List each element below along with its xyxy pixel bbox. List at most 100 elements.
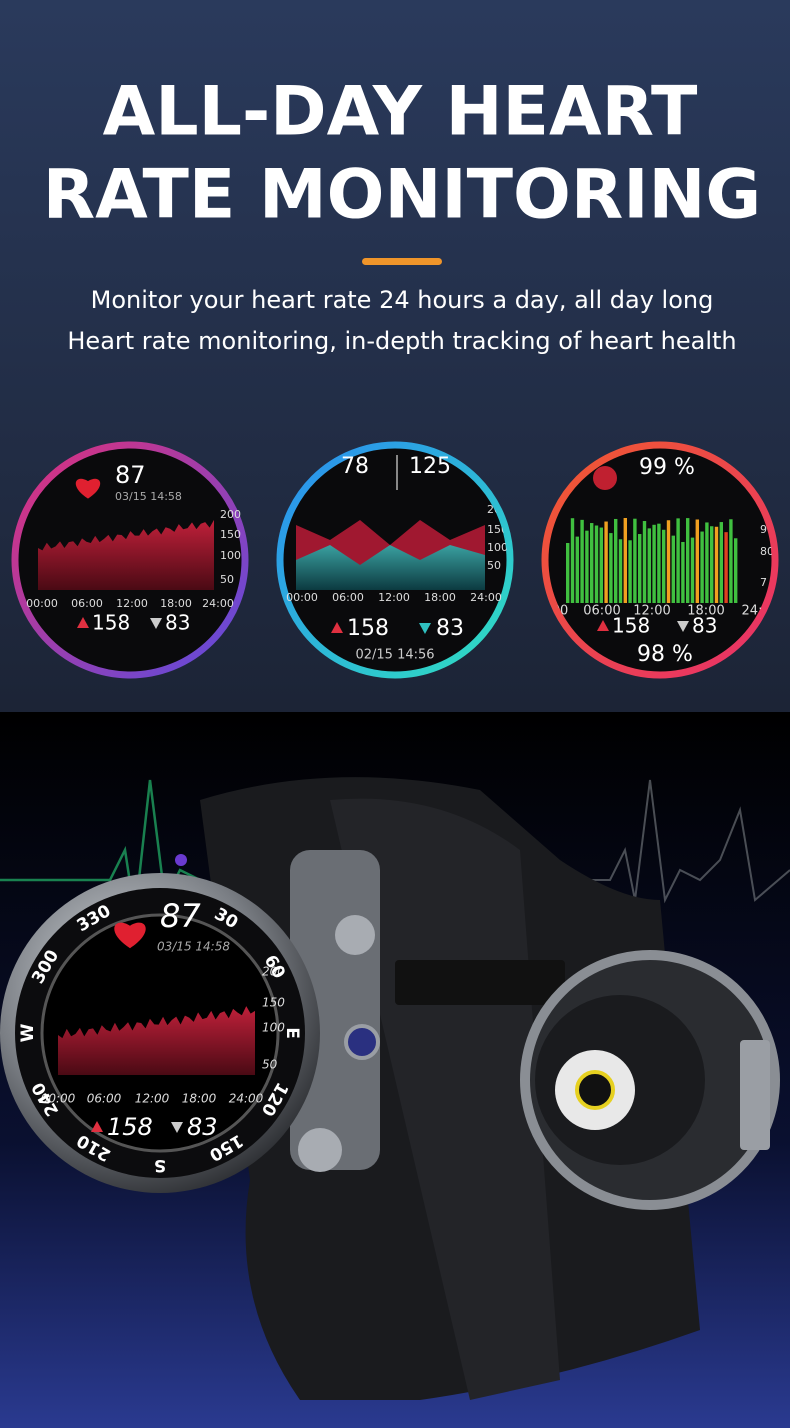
face — [296, 520, 485, 590]
bar-decor — [695, 519, 699, 603]
label: 100 — [262, 1021, 285, 1035]
label: 158 — [612, 614, 650, 638]
label: 87 — [115, 461, 146, 489]
accent-bar — [362, 258, 442, 265]
bar-decor — [714, 526, 719, 603]
subtitle: Heart rate monitoring, in-depth tracking… — [67, 327, 736, 355]
label: 12:00 — [378, 591, 410, 604]
bar-decor — [662, 529, 666, 603]
crown — [298, 1128, 342, 1172]
label: 87 — [160, 897, 201, 935]
label: 98 % — [637, 642, 693, 667]
camera — [344, 1024, 380, 1060]
bar-decor — [628, 540, 632, 603]
title: ALL-DAY HEART — [103, 73, 698, 152]
arrow-icon — [91, 1121, 103, 1132]
label: 9 — [760, 523, 767, 536]
bar-decor — [618, 539, 623, 603]
label: 24: — [742, 604, 763, 619]
label: 02/15 14:56 — [355, 648, 434, 663]
bar-decor — [604, 521, 608, 603]
bar-decor — [719, 522, 723, 603]
screen-content — [58, 1006, 255, 1075]
face — [38, 519, 214, 590]
ecg-line — [560, 779, 790, 904]
label: 78 — [341, 454, 369, 479]
label: 00:00 — [41, 1092, 76, 1106]
bar-decor — [676, 518, 680, 603]
label: 100 — [487, 541, 508, 554]
label: 12:00 — [633, 604, 670, 619]
bar-decor — [705, 522, 709, 603]
label: 50 — [487, 559, 501, 572]
bar-decor — [575, 536, 579, 603]
label: 00:00 — [26, 597, 58, 610]
arrow-icon — [677, 621, 689, 632]
label: 100 — [220, 549, 241, 562]
label: 03/15 14:58 — [157, 940, 230, 954]
bar-decor — [681, 541, 685, 603]
label: S — [154, 1155, 166, 1175]
label: 7 — [760, 576, 767, 589]
bar-decor — [638, 534, 642, 603]
bar-decor — [690, 537, 695, 603]
bar-decor — [710, 526, 714, 603]
face — [566, 518, 738, 603]
bar-decor — [652, 524, 656, 603]
strap-loop — [395, 960, 565, 1005]
bar-decor — [614, 518, 618, 603]
label: 158 — [107, 1113, 153, 1141]
label: 18:00 — [182, 1092, 217, 1106]
label: 158 — [347, 616, 389, 641]
label: 18:00 — [687, 604, 724, 619]
label: 03/15 14:58 — [115, 490, 182, 503]
chart-area — [58, 1006, 255, 1075]
bar-decor — [657, 523, 661, 603]
title: RATE MONITORING — [43, 156, 761, 235]
bar-decor — [594, 525, 599, 603]
label: 200 — [262, 965, 285, 979]
label: 83 — [436, 616, 464, 641]
label: 06:00 — [583, 604, 620, 619]
bar-decor — [671, 535, 675, 603]
crown — [335, 915, 375, 955]
label: 24:00 — [229, 1092, 264, 1106]
arrow-icon — [150, 618, 162, 629]
bar-decor — [724, 532, 728, 603]
bar-decor — [623, 518, 627, 603]
bar-decor — [570, 518, 575, 603]
chart-area — [38, 519, 214, 590]
bar-decor — [566, 543, 570, 603]
label: 06:00 — [332, 591, 364, 604]
label: 80 — [760, 545, 774, 558]
label: 00:00 — [286, 591, 318, 604]
bar-decor — [700, 531, 704, 603]
bar-decor — [580, 519, 584, 603]
label: 200 — [220, 508, 241, 521]
bar-decor — [585, 530, 589, 603]
label: 18:00 — [160, 597, 192, 610]
label: 99 % — [639, 455, 695, 480]
bar-decor — [609, 533, 613, 603]
strap — [330, 798, 560, 1400]
label: 125 — [409, 454, 451, 479]
bar-decor — [590, 523, 594, 603]
arrow-icon — [597, 620, 609, 631]
bar-decor — [666, 520, 671, 603]
arrow-icon — [331, 622, 343, 633]
arrow-icon — [171, 1122, 183, 1133]
label: E — [282, 1027, 302, 1039]
label: 150 — [262, 996, 285, 1010]
label: 12:00 — [116, 597, 148, 610]
button — [740, 1040, 770, 1150]
label: 83 — [692, 614, 717, 638]
arrow-icon — [419, 623, 431, 634]
bar-decor — [642, 521, 647, 603]
subtitle: Monitor your heart rate 24 hours a day, … — [91, 286, 714, 314]
spo2-icon — [593, 466, 617, 490]
bar-decor — [686, 518, 690, 603]
label: 158 — [92, 611, 130, 635]
sensor-lens — [575, 1070, 615, 1110]
